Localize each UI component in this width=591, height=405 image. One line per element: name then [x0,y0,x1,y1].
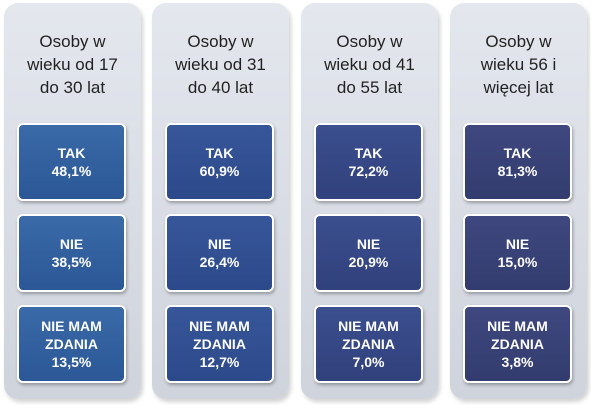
answer-value: 26,4% [199,254,240,270]
answer-label: TAK [57,145,86,161]
answer-value: 38,5% [51,254,92,270]
answer-box-nie: NIE 26,4% [165,214,274,292]
answer-box-tak: TAK 81,3% [463,123,572,201]
answer-label: NIE [207,236,232,252]
column-age-17-30: Osoby w wieku od 17 do 30 lat TAK 48,1% … [4,3,141,399]
answer-box-tak: TAK 60,9% [165,123,274,201]
answer-box-no-opinion: NIE MAM ZDANIA 3,8% [463,305,572,383]
answer-box-no-opinion: NIE MAM ZDANIA 7,0% [314,305,423,383]
column-title: Osoby w wieku od 17 do 30 lat [27,32,118,97]
answer-value: 13,5% [51,354,92,370]
answer-label: NIE [356,236,381,252]
answer-box-tak: TAK 72,2% [314,123,423,201]
column-age-56-plus: Osoby w wieku 56 i więcej lat TAK 81,3% … [450,3,587,399]
answer-label: TAK [503,145,532,161]
answer-value: 3,8% [501,354,534,370]
answer-label: NIE MAM ZDANIA [41,318,102,352]
answer-box-no-opinion: NIE MAM ZDANIA 12,7% [165,305,274,383]
answer-label: NIE MAM ZDANIA [338,318,399,352]
answer-value: 12,7% [199,354,240,370]
answer-box-nie: NIE 20,9% [314,214,423,292]
answer-box-tak: TAK 48,1% [17,123,126,201]
answer-label: TAK [354,145,383,161]
answer-label: NIE [59,236,84,252]
answer-box-nie: NIE 38,5% [17,214,126,292]
answer-value: 60,9% [199,163,240,179]
column-age-31-40: Osoby w wieku od 31 do 40 lat TAK 60,9% … [152,3,289,399]
column-age-41-55: Osoby w wieku od 41 do 55 lat TAK 72,2% … [301,3,438,399]
answer-value: 72,2% [348,163,389,179]
column-title: Osoby w wieku 56 i więcej lat [480,32,557,97]
answer-value: 20,9% [348,254,389,270]
answer-box-nie: NIE 15,0% [463,214,572,292]
column-title: Osoby w wieku od 31 do 40 lat [175,32,266,97]
answer-value: 48,1% [51,163,92,179]
answer-box-no-opinion: NIE MAM ZDANIA 13,5% [17,305,126,383]
answer-value: 15,0% [497,254,538,270]
answer-value: 81,3% [497,163,538,179]
answer-label: NIE [505,236,530,252]
answer-label: NIE MAM ZDANIA [189,318,250,352]
column-title: Osoby w wieku od 41 do 55 lat [324,32,415,97]
answer-label: NIE MAM ZDANIA [487,318,548,352]
answer-value: 7,0% [352,354,385,370]
answer-label: TAK [205,145,234,161]
